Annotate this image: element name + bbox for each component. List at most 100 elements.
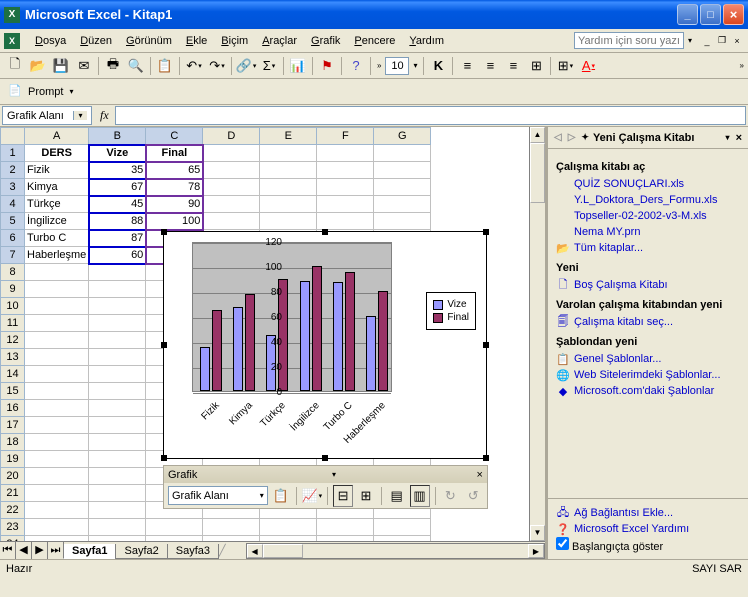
taskpane-item[interactable]: 🗐Çalışma kitabı seç...: [556, 314, 740, 330]
row-header-14[interactable]: 14: [1, 366, 25, 383]
cell-G2[interactable]: [374, 162, 431, 179]
cell-C24[interactable]: [146, 536, 203, 542]
cell-A14[interactable]: [25, 366, 89, 383]
angle-cw-button[interactable]: ↻: [440, 485, 460, 507]
cell-E24[interactable]: [260, 536, 317, 542]
chart-button[interactable]: 📊: [287, 55, 309, 77]
taskpane-item[interactable]: Y.L_Doktora_Ders_Formu.xls: [556, 192, 740, 208]
row-header-7[interactable]: 7: [1, 247, 25, 264]
sheet-tab-Sayfa3[interactable]: Sayfa3: [167, 544, 219, 559]
chart-toolbar[interactable]: Grafik ▾ × Grafik Alanı ▾ 📋 📈 ⊟: [163, 465, 488, 509]
col-header-C[interactable]: C: [146, 128, 203, 145]
taskpane-back[interactable]: ◁: [554, 132, 562, 143]
row-header-3[interactable]: 3: [1, 179, 25, 196]
cell-D3[interactable]: [203, 179, 260, 196]
cell-B4[interactable]: 45: [89, 196, 146, 213]
vertical-scrollbar[interactable]: ▲ ▼: [529, 127, 545, 541]
col-header-G[interactable]: G: [374, 128, 431, 145]
cell-B14[interactable]: [89, 366, 146, 383]
format-chart-button[interactable]: 📋: [271, 485, 291, 507]
cell-B16[interactable]: [89, 400, 146, 417]
new-button[interactable]: 🗋: [4, 55, 26, 77]
col-header-D[interactable]: D: [203, 128, 260, 145]
row-header-21[interactable]: 21: [1, 485, 25, 502]
cell-G24[interactable]: [374, 536, 431, 542]
align-right[interactable]: ≡: [502, 55, 524, 77]
cell-C5[interactable]: 100: [146, 213, 203, 230]
currency-button[interactable]: ⚑: [316, 55, 338, 77]
cell-B13[interactable]: [89, 349, 146, 366]
row-header-22[interactable]: 22: [1, 502, 25, 519]
row-header-20[interactable]: 20: [1, 468, 25, 485]
cell-E3[interactable]: [260, 179, 317, 196]
row-header-6[interactable]: 6: [1, 230, 25, 247]
cell-B22[interactable]: [89, 502, 146, 519]
taskpane-item[interactable]: 📂Tüm kitaplar...: [556, 240, 740, 256]
cell-B7[interactable]: 60: [89, 247, 146, 264]
cell-B11[interactable]: [89, 315, 146, 332]
row-header-16[interactable]: 16: [1, 400, 25, 417]
cell-D4[interactable]: [203, 196, 260, 213]
toolbar-overflow[interactable]: »: [740, 61, 744, 70]
row-header-4[interactable]: 4: [1, 196, 25, 213]
minimize-button[interactable]: _: [677, 4, 698, 25]
cell-B12[interactable]: [89, 332, 146, 349]
cell-B8[interactable]: [89, 264, 146, 281]
cell-B10[interactable]: [89, 298, 146, 315]
fx-icon[interactable]: fx: [100, 108, 109, 123]
cell-B21[interactable]: [89, 485, 146, 502]
cell-G5[interactable]: [374, 213, 431, 230]
row-header-2[interactable]: 2: [1, 162, 25, 179]
merge-button[interactable]: ⊞: [525, 55, 547, 77]
chart-legend[interactable]: VizeFinal: [426, 292, 476, 330]
save-button[interactable]: 💾: [50, 55, 72, 77]
chart-toolbar-drop[interactable]: ▾: [332, 470, 336, 479]
copy-button[interactable]: 📋: [154, 55, 176, 77]
cell-D1[interactable]: [203, 145, 260, 162]
maximize-button[interactable]: □: [700, 4, 721, 25]
cell-A3[interactable]: Kimya: [25, 179, 89, 196]
cell-B5[interactable]: 88: [89, 213, 146, 230]
help-search-input[interactable]: [574, 32, 684, 49]
cell-A1[interactable]: DERS: [25, 145, 89, 162]
chart-toolbar-close[interactable]: ×: [477, 469, 483, 481]
cell-A18[interactable]: [25, 434, 89, 451]
cell-B20[interactable]: [89, 468, 146, 485]
cell-A6[interactable]: Turbo C: [25, 230, 89, 247]
cell-E5[interactable]: [260, 213, 317, 230]
row-header-11[interactable]: 11: [1, 315, 25, 332]
cell-A11[interactable]: [25, 315, 89, 332]
legend-button[interactable]: ⊟: [333, 485, 353, 507]
cell-F2[interactable]: [317, 162, 374, 179]
cell-G3[interactable]: [374, 179, 431, 196]
cell-G4[interactable]: [374, 196, 431, 213]
row-header-15[interactable]: 15: [1, 383, 25, 400]
open-button[interactable]: 📂: [27, 55, 49, 77]
cell-A17[interactable]: [25, 417, 89, 434]
cell-E4[interactable]: [260, 196, 317, 213]
cell-B9[interactable]: [89, 281, 146, 298]
cell-E2[interactable]: [260, 162, 317, 179]
menu-pencere[interactable]: Pencere: [347, 33, 402, 49]
print-button[interactable]: 🖶: [102, 55, 124, 77]
row-header-13[interactable]: 13: [1, 349, 25, 366]
cell-F4[interactable]: [317, 196, 374, 213]
row-header-19[interactable]: 19: [1, 451, 25, 468]
col-header-E[interactable]: E: [260, 128, 317, 145]
cell-A9[interactable]: [25, 281, 89, 298]
bold-button[interactable]: K: [427, 55, 449, 77]
cell-B3[interactable]: 67: [89, 179, 146, 196]
chart-element-combo[interactable]: Grafik Alanı ▾: [168, 486, 268, 505]
cell-C1[interactable]: Final: [146, 145, 203, 162]
name-box[interactable]: Grafik Alanı ▾: [2, 106, 92, 125]
cell-B18[interactable]: [89, 434, 146, 451]
tab-first[interactable]: ⏮: [0, 542, 16, 559]
taskpane-item[interactable]: ◆Microsoft.com'daki Şablonlar: [556, 383, 740, 399]
cell-C3[interactable]: 78: [146, 179, 203, 196]
taskpane-fwd[interactable]: ▷: [568, 132, 576, 143]
by-col-button[interactable]: ▥: [410, 485, 430, 507]
doc-icon[interactable]: X: [4, 33, 20, 49]
data-table-button[interactable]: ⊞: [356, 485, 376, 507]
help-search-drop[interactable]: ▾: [688, 36, 692, 45]
cell-F24[interactable]: [317, 536, 374, 542]
